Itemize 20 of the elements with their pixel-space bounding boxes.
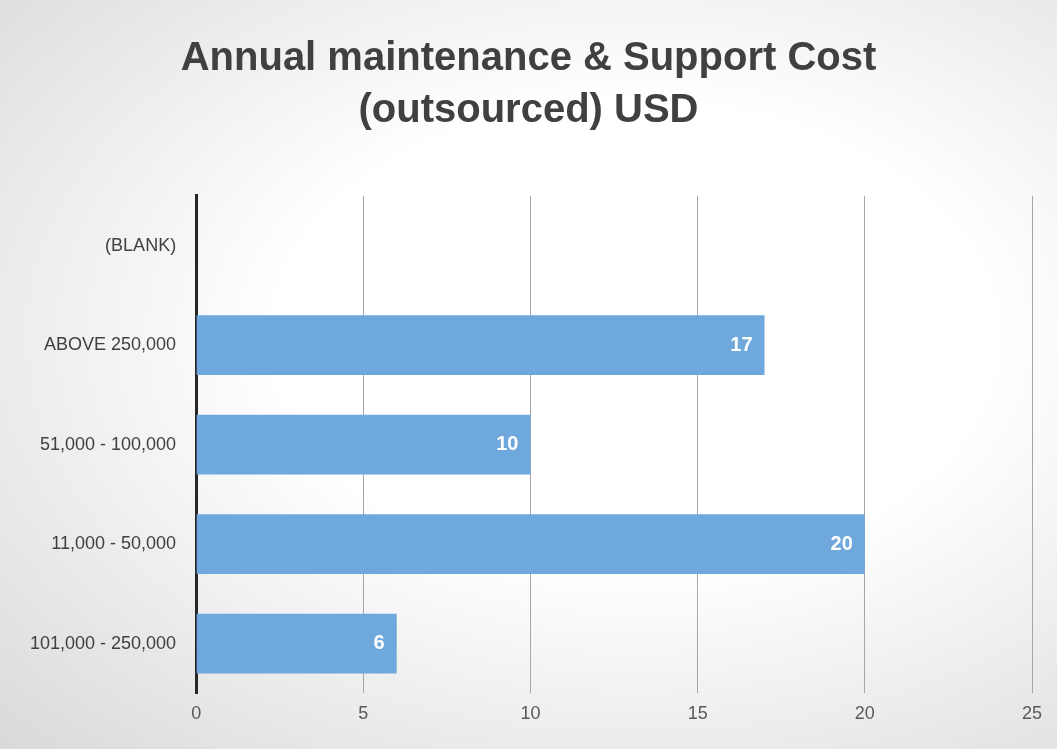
bar: [196, 514, 865, 574]
y-tick-label: 11,000 - 50,000: [51, 533, 177, 554]
data-label: 20: [830, 531, 853, 554]
x-tick-label: 10: [520, 703, 541, 724]
y-tick-label: 101,000 - 250,000: [29, 632, 177, 653]
x-tick-label: 5: [358, 703, 369, 724]
x-tick-label: 20: [854, 703, 875, 724]
bar: [196, 414, 531, 475]
bar: [196, 315, 765, 375]
data-label: 17: [730, 332, 753, 355]
y-tick-label: ABOVE 250,000: [44, 334, 177, 355]
data-label: 6: [373, 631, 385, 654]
x-tick-label: 0: [191, 703, 202, 724]
y-tick-label: 51,000 - 100,000: [40, 433, 177, 454]
y-tick-label: (BLANK): [105, 234, 177, 255]
x-tick-label: 15: [687, 703, 708, 724]
data-label: 10: [496, 432, 519, 455]
bar: [196, 613, 397, 674]
x-tick-label: 25: [1021, 703, 1043, 724]
chart-title: Annual maintenance & Support Cost (outsourced) USD: [179, 33, 878, 132]
